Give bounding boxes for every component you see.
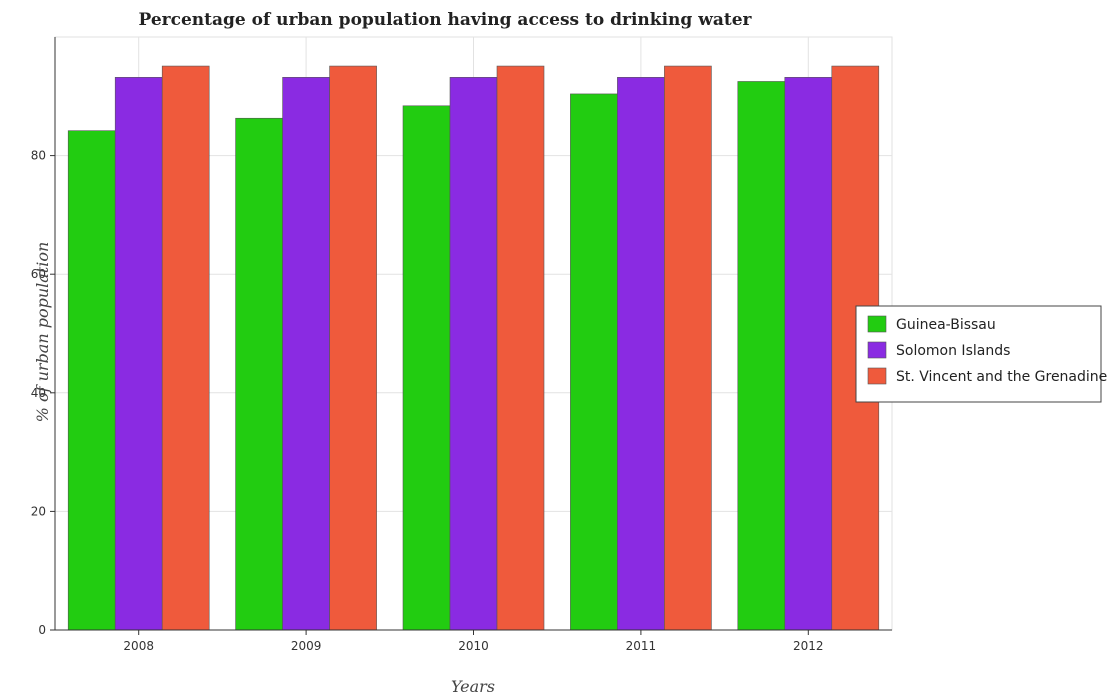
bar xyxy=(329,65,377,631)
bar xyxy=(617,77,665,631)
bar xyxy=(570,93,618,631)
bar xyxy=(161,65,210,631)
bar xyxy=(737,81,786,631)
bar xyxy=(402,105,451,631)
y-tick-label: 80 xyxy=(31,149,46,163)
y-tick-label: 20 xyxy=(31,504,46,518)
bars xyxy=(67,65,880,631)
legend-swatch xyxy=(867,367,887,385)
y-tick-label: 0 xyxy=(38,623,46,637)
legend: Guinea-Bissau Solomon Islands St. Vincent … xyxy=(855,305,1107,403)
x-tick-label: 2011 xyxy=(626,639,657,653)
y-tick-label: 40 xyxy=(31,386,46,400)
x-axis-label: Years xyxy=(451,677,495,696)
legend-label: Guinea-Bissau xyxy=(896,317,996,333)
x-tick-label: 2008 xyxy=(123,639,154,653)
bar xyxy=(235,117,283,631)
y-axis-label: % of urban population xyxy=(33,242,52,423)
bar xyxy=(496,65,545,631)
y-tick-label: 60 xyxy=(31,267,46,281)
x-tick-label: 2010 xyxy=(458,639,489,653)
bar xyxy=(449,77,498,631)
axes: 0 20 40 60 80 2008 2009 2010 2011 2012 xyxy=(31,37,892,653)
bar xyxy=(664,65,712,631)
legend-box xyxy=(855,305,1102,403)
chart-title: Percentage of urban population having ac… xyxy=(139,10,753,30)
bar xyxy=(114,77,163,631)
x-tick-label: 2012 xyxy=(793,639,824,653)
x-tick-label: 2009 xyxy=(291,639,322,653)
bar xyxy=(784,77,833,631)
legend-swatch xyxy=(867,341,887,359)
bar xyxy=(282,77,330,631)
legend-label: Solomon Islands xyxy=(896,343,1010,359)
bar xyxy=(67,130,116,631)
legend-swatch xyxy=(867,315,887,333)
legend-label: St. Vincent and the Grenadines xyxy=(896,369,1107,385)
